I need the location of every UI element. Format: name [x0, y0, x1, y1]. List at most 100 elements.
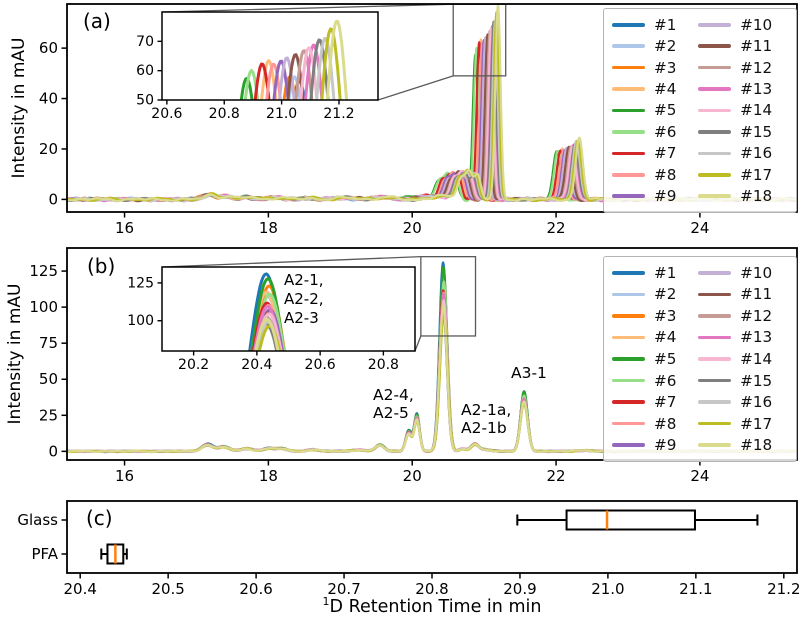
- legend-swatch: [698, 22, 732, 27]
- svg-text:125: 125: [29, 262, 58, 280]
- legend-item-label: #12: [740, 306, 773, 325]
- svg-text:18: 18: [259, 467, 278, 485]
- legend-item-label: #14: [740, 101, 773, 120]
- legend-item: #10: [698, 14, 788, 35]
- category-label-pfa: PFA: [31, 545, 58, 563]
- legend-swatch: [698, 357, 732, 361]
- panel-a-y-labels: 0 20 40 60: [39, 39, 58, 208]
- x-axis-label-c: 1D Retention Time in min: [323, 595, 542, 617]
- svg-text:22: 22: [547, 219, 566, 237]
- legend-item: #12: [698, 57, 788, 78]
- svg-text:21.2: 21.2: [767, 580, 800, 598]
- svg-text:60: 60: [136, 63, 154, 79]
- legend-swatch: [612, 357, 645, 361]
- legend-item: #2: [612, 35, 692, 56]
- legend-swatch: [612, 400, 645, 404]
- x-axis-label-superscript: 1: [322, 595, 330, 609]
- legend-item-label: #6: [654, 122, 677, 141]
- legend-swatch: [698, 292, 732, 297]
- svg-text:20.8: 20.8: [415, 580, 448, 598]
- legend-item-label: #1: [654, 15, 677, 34]
- legend-swatch: [698, 173, 732, 177]
- legend-item-label: #7: [654, 393, 677, 412]
- svg-text:100: 100: [127, 313, 154, 329]
- svg-text:70: 70: [136, 34, 154, 50]
- trace-b-#18: [67, 304, 797, 454]
- inset-b-annotation-a2-123: A2-1, A2-2, A2-3: [284, 271, 324, 328]
- svg-text:21.2: 21.2: [323, 106, 354, 122]
- annotation-line: A2-4,: [373, 386, 414, 404]
- svg-text:25: 25: [39, 406, 58, 424]
- svg-text:24: 24: [690, 219, 709, 237]
- panel-b-x-labels: 16 18 20 22 24: [115, 467, 709, 485]
- annotation-line: A2-1,: [284, 271, 324, 289]
- legend-item: #3: [612, 305, 692, 327]
- boxplot-pfa: [100, 543, 128, 565]
- panel-c-frame: [66, 500, 798, 574]
- panel-a-frame: [66, 3, 798, 213]
- legend-item-label: #8: [654, 165, 677, 184]
- svg-text:100: 100: [29, 298, 58, 316]
- panel-b-y-ticks: [61, 270, 67, 453]
- svg-text:21.0: 21.0: [266, 106, 297, 122]
- panel-a-y-ticks: [61, 47, 67, 201]
- legend-item: #17: [698, 413, 788, 435]
- category-label-glass: Glass: [17, 511, 58, 529]
- legend-item-label: #16: [740, 393, 773, 412]
- inset-a-traces: [239, 19, 349, 100]
- legend-item-label: #11: [740, 37, 773, 56]
- legend-item-label: #16: [740, 144, 773, 163]
- trace-a-#18: [67, 4, 797, 203]
- inset-a-ticks: [157, 40, 340, 105]
- legend-item: #2: [612, 284, 692, 306]
- svg-text:20: 20: [403, 467, 422, 485]
- legend-item: #11: [698, 284, 788, 306]
- legend-item-label: #1: [654, 263, 677, 282]
- svg-text:20: 20: [39, 140, 58, 158]
- legend-item-label: #9: [654, 436, 677, 455]
- legend-item: #14: [698, 348, 788, 370]
- legend-item-label: #5: [654, 101, 677, 120]
- legend-swatch: [698, 421, 732, 426]
- legend-panel-b: #1 #2 #3 #4 #5 #6 #7 #8 #9 #10 #11 #12 #13 #14 #15 #16 #…: [603, 256, 797, 462]
- svg-text:24: 24: [690, 467, 709, 485]
- x-axis-label-text: D Retention Time in min: [329, 596, 542, 617]
- legend-item: #12: [698, 305, 788, 327]
- svg-text:21.0: 21.0: [591, 580, 624, 598]
- legend-item-label: #13: [740, 328, 773, 347]
- annotation-line: A2-1b: [461, 418, 507, 437]
- legend-swatch: [698, 314, 732, 318]
- legend-item: #7: [612, 391, 692, 413]
- legend-swatch: [612, 108, 645, 113]
- svg-text:50: 50: [39, 370, 58, 388]
- panel-b-frame: [66, 247, 798, 461]
- legend-item: #4: [612, 327, 692, 349]
- legend-swatch: [612, 378, 645, 383]
- svg-text:20.6: 20.6: [305, 357, 336, 373]
- legend-item-label: #4: [654, 80, 677, 99]
- legend-item: #9: [612, 186, 692, 207]
- svg-text:16: 16: [115, 467, 134, 485]
- svg-text:125: 125: [127, 275, 154, 291]
- legend-swatch: [612, 194, 645, 199]
- inset-b-ticks: [157, 282, 385, 356]
- legend-item: #10: [698, 262, 788, 284]
- legend-swatch: [612, 44, 645, 48]
- legend-panel-a: #1 #2 #3 #4 #5 #6 #7 #8 #9 #10 #11 #12 #13 #14 #15 #16 #…: [603, 8, 797, 213]
- legend-item-label: #4: [654, 328, 677, 347]
- legend-swatch: [612, 173, 645, 177]
- svg-text:0: 0: [48, 190, 58, 208]
- legend-swatch: [698, 44, 732, 48]
- legend-item-label: #10: [740, 263, 773, 282]
- legend-item: #9: [612, 434, 692, 456]
- legend-item: #3: [612, 57, 692, 78]
- legend-swatch: [698, 108, 732, 113]
- zoom-indicator-b: [161, 256, 477, 352]
- legend-swatch: [698, 443, 732, 447]
- svg-text:20.4: 20.4: [63, 580, 96, 598]
- legend-item-label: #3: [654, 306, 677, 325]
- svg-text:20.4: 20.4: [241, 357, 272, 373]
- panel-c-x-labels: 20.4 20.5 20.6 20.7 20.8 20.9 21.0 21.1 21.2: [63, 580, 800, 598]
- legend-swatch: [612, 22, 645, 27]
